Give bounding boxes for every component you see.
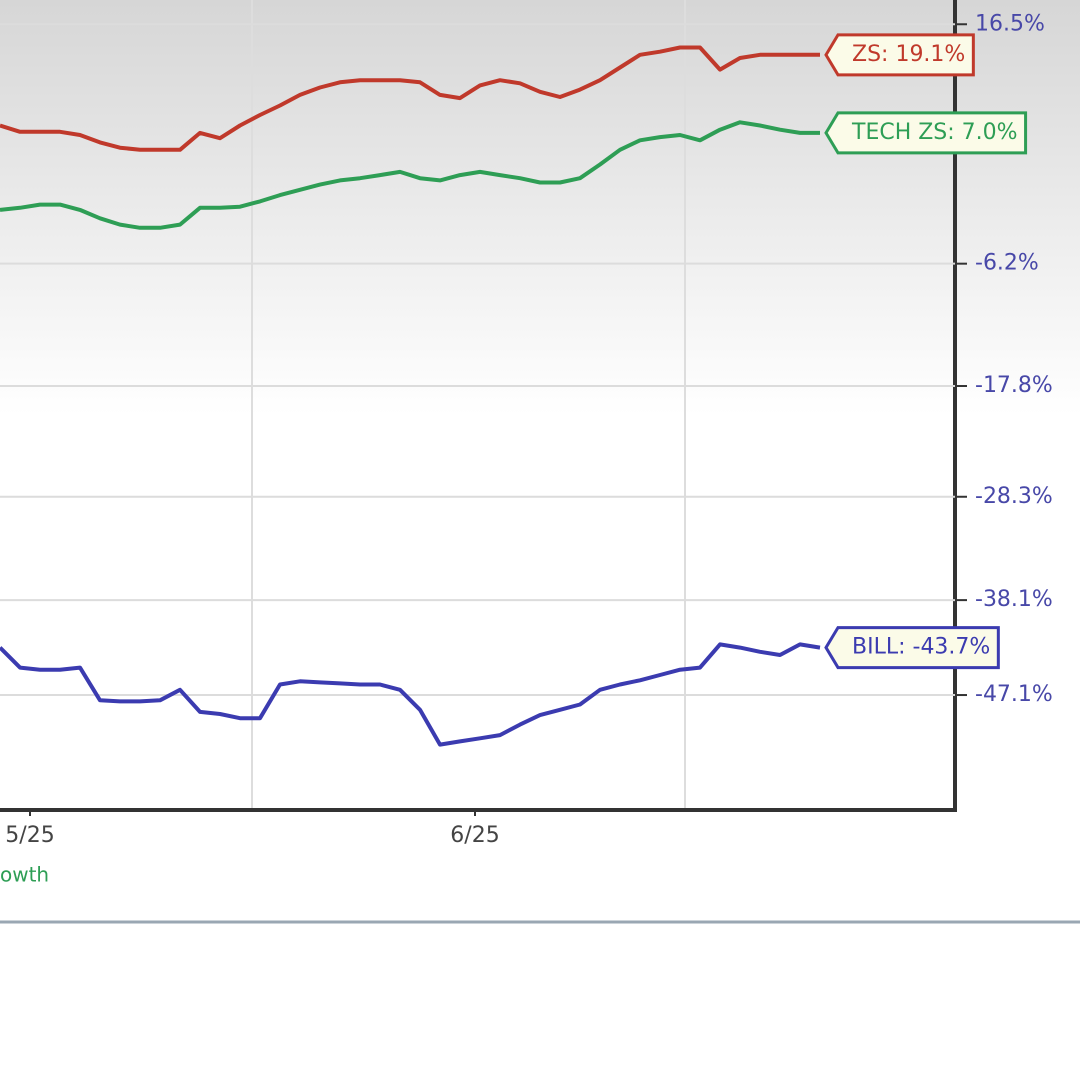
series-label: BILL: -43.7% <box>852 635 990 660</box>
series-tag: BILL: -43.7% <box>824 626 1000 670</box>
legend-text: owth <box>0 863 49 887</box>
x-tick-label: 5/25 <box>5 823 54 848</box>
y-tick-label: -47.1% <box>975 682 1053 707</box>
series-label: TECH ZS: 7.0% <box>851 120 1018 145</box>
x-tick-label: 6/25 <box>450 823 499 848</box>
y-tick-label: -17.8% <box>975 373 1053 398</box>
series-line <box>0 120 820 230</box>
y-tick-label: 16.5% <box>975 11 1045 36</box>
y-tick-label: -6.2% <box>975 251 1039 276</box>
series-label: ZS: 19.1% <box>852 42 965 67</box>
series-tag-box <box>824 33 975 77</box>
series-tag: ZS: 19.1% <box>824 33 975 77</box>
series-tag-box <box>824 111 1028 155</box>
series-tag-box <box>824 626 1000 670</box>
series-line <box>0 642 821 747</box>
y-tick-label: -38.1% <box>975 587 1053 612</box>
y-tick-label: -28.3% <box>975 484 1053 509</box>
series-line <box>0 45 820 152</box>
series-tag: TECH ZS: 7.0% <box>824 111 1028 155</box>
